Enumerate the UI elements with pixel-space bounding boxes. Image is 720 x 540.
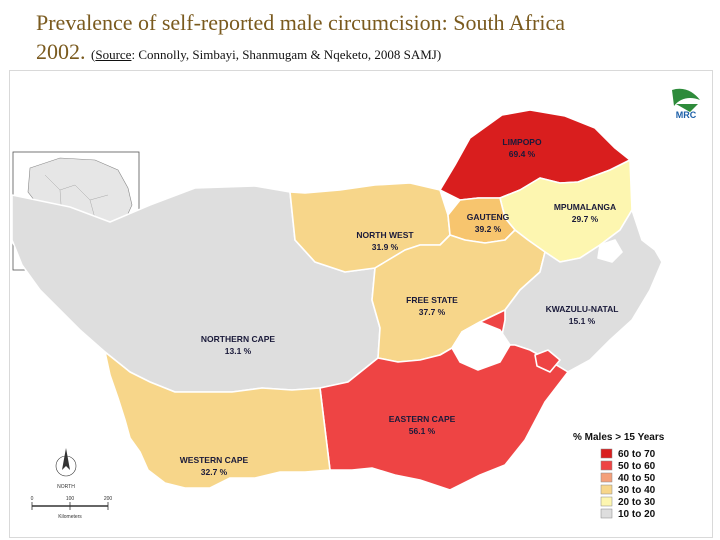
scale-bar: 0 100 200 Kilometers	[31, 496, 113, 520]
source-citation: (Source: Connolly, Simbayi, Shanmugam & …	[91, 47, 442, 62]
ec-enclave	[534, 349, 561, 373]
scale-unit: Kilometers	[58, 514, 82, 520]
north-arrow: NORTH	[55, 448, 77, 490]
legend-swatch	[600, 460, 613, 471]
legend-label: 50 to 60	[618, 461, 656, 472]
value-eastern-cape: 56.1 %	[409, 426, 436, 436]
label-eastern-cape: EASTERN CAPE	[389, 414, 456, 424]
legend-label: 10 to 20	[618, 509, 656, 520]
value-free-state: 37.7 %	[419, 307, 446, 317]
map-title: Prevalence of self-reported male circumc…	[36, 8, 716, 69]
value-north-west: 31.9 %	[372, 242, 399, 252]
map-frame	[9, 70, 713, 538]
value-northern-cape: 13.1 %	[225, 346, 252, 356]
value-gauteng: 39.2 %	[475, 224, 502, 234]
legend-label: 40 to 50	[618, 473, 656, 484]
scale-tick-2: 200	[104, 496, 113, 502]
province-labels: LIMPOPO 69.4 % MPUMALANGA 29.7 % GAUTENG…	[180, 137, 619, 477]
legend-label: 30 to 40	[618, 485, 656, 496]
scale-tick-1: 100	[66, 496, 75, 502]
label-northern-cape: NORTHERN CAPE	[201, 334, 275, 344]
mrc-logo: MRC	[667, 84, 705, 122]
lesotho	[451, 321, 511, 371]
province-eastern-cape[interactable]	[319, 309, 569, 491]
value-mpumalanga: 29.7 %	[572, 214, 599, 224]
title-line2: 2002.	[36, 39, 86, 64]
label-mpumalanga: MPUMALANGA	[554, 202, 616, 212]
province-western-cape[interactable]	[104, 351, 331, 489]
legend-swatch	[600, 484, 613, 495]
label-gauteng: GAUTENG	[467, 212, 510, 222]
label-western-cape: WESTERN CAPE	[180, 455, 249, 465]
value-limpopo: 69.4 %	[509, 149, 536, 159]
legend-swatch	[600, 472, 613, 483]
north-label: NORTH	[57, 484, 75, 490]
swaziland	[597, 239, 623, 263]
label-north-west: NORTH WEST	[356, 230, 414, 240]
value-kwazulu-natal: 15.1 %	[569, 316, 596, 326]
label-free-state: FREE STATE	[406, 295, 458, 305]
legend-title: % Males > 15 Years	[573, 432, 665, 443]
label-kwazulu-natal: KWAZULU-NATAL	[546, 304, 619, 314]
value-western-cape: 32.7 %	[201, 467, 228, 477]
legend-label: 20 to 30	[618, 497, 656, 508]
scale-tick-0: 0	[31, 496, 34, 502]
source-text: : Connolly, Simbayi, Shanmugam & Nqeketo…	[131, 47, 442, 62]
legend-label: 60 to 70	[618, 449, 656, 460]
title-line1: Prevalence of self-reported male circumc…	[36, 10, 566, 35]
legend-swatch	[600, 508, 613, 519]
legend-swatch	[600, 448, 613, 459]
logo-text: MRC	[676, 110, 697, 120]
label-limpopo: LIMPOPO	[502, 137, 542, 147]
legend-swatch	[600, 496, 613, 507]
source-label: Source	[95, 47, 132, 62]
